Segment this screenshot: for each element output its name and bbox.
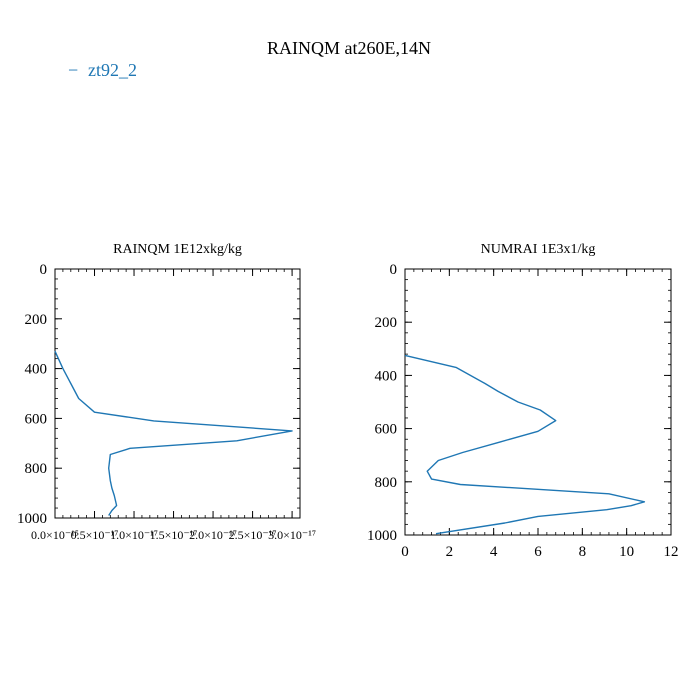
x-tick-label: 2.5×10⁻¹⁷ (229, 528, 277, 542)
y-tick-label: 200 (25, 312, 48, 328)
y-tick-label: 200 (375, 315, 398, 331)
series-line-numrai (404, 354, 646, 535)
x-tick-label: 10 (619, 544, 634, 560)
figure-title: RAINQM at260E,14N (267, 38, 431, 58)
x-tick-label: 2.0×10⁻¹⁷ (189, 528, 237, 542)
y-tick-label: 0 (40, 262, 48, 278)
y-tick-label: 400 (375, 368, 398, 384)
chart-panel-rainqm: RAINQM 1E12xkg/kg 0 200 400 600 800 10000.0×10… (17, 242, 316, 542)
y-tick-label: 600 (25, 411, 48, 427)
plot-frame-numrai (404, 268, 672, 536)
panel-title-numrai: NUMRAI 1E3x1/kg (481, 242, 596, 257)
x-tick-label: 2 (446, 544, 454, 560)
y-tick-label: 800 (25, 461, 48, 477)
x-tick-label: 4 (490, 544, 498, 560)
x-tick-label: 8 (579, 544, 587, 560)
x-tick-label: 1.5×10⁻¹⁷ (150, 528, 198, 542)
legend-marker: − (68, 60, 78, 80)
legend: − zt92_2 (68, 60, 137, 80)
x-tick-label: 3.0×10⁻¹⁷ (268, 528, 316, 542)
y-tick-label: 600 (375, 422, 398, 438)
y-tick-label: 1000 (367, 528, 397, 544)
panel-title-rainqm: RAINQM 1E12xkg/kg (113, 242, 242, 257)
x-tick-label: 12 (664, 544, 679, 560)
y-tick-label: 400 (25, 362, 48, 378)
legend-label: zt92_2 (88, 60, 137, 80)
y-tick-label: 1000 (17, 511, 47, 527)
series-line-rainqm (54, 350, 293, 516)
x-tick-label: 0 (401, 544, 409, 560)
x-tick-label: 0.0×10⁻¹⁵ (31, 528, 79, 542)
x-tick-label: 0.5×10⁻¹⁷ (71, 528, 119, 542)
x-tick-label: 1.0×10⁻¹⁷ (110, 528, 158, 542)
y-tick-label: 800 (375, 475, 398, 491)
plot-frame-rainqm (54, 268, 301, 519)
x-tick-label: 6 (534, 544, 542, 560)
y-tick-label: 0 (390, 262, 398, 278)
